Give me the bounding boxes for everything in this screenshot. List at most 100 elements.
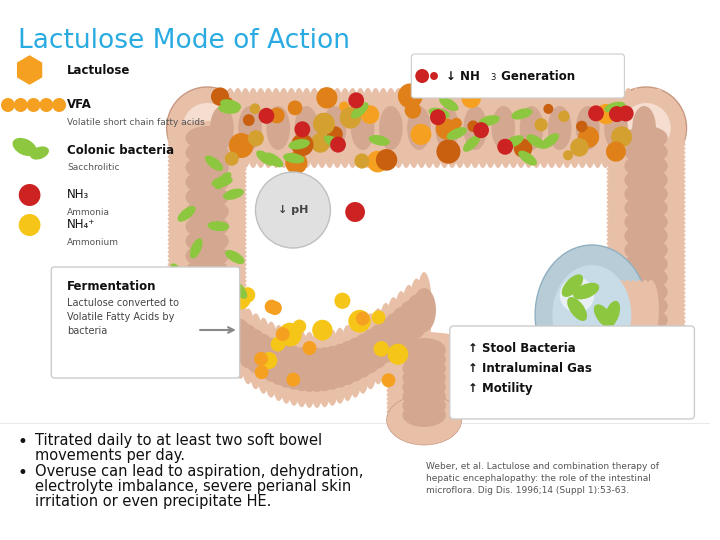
Ellipse shape bbox=[414, 88, 429, 168]
Circle shape bbox=[287, 373, 300, 387]
Circle shape bbox=[534, 118, 548, 131]
Ellipse shape bbox=[513, 88, 529, 168]
Ellipse shape bbox=[492, 106, 516, 150]
Ellipse shape bbox=[320, 346, 344, 390]
Ellipse shape bbox=[401, 285, 417, 361]
Ellipse shape bbox=[594, 305, 613, 328]
Ellipse shape bbox=[536, 88, 552, 168]
Circle shape bbox=[606, 141, 626, 161]
Ellipse shape bbox=[186, 273, 229, 298]
Ellipse shape bbox=[624, 126, 667, 150]
Text: 3: 3 bbox=[490, 73, 495, 82]
Ellipse shape bbox=[336, 341, 359, 385]
Circle shape bbox=[382, 373, 395, 387]
Ellipse shape bbox=[368, 88, 384, 168]
Ellipse shape bbox=[390, 307, 413, 351]
Ellipse shape bbox=[168, 216, 246, 230]
Ellipse shape bbox=[168, 295, 246, 309]
Ellipse shape bbox=[387, 374, 462, 390]
Ellipse shape bbox=[628, 88, 644, 168]
Ellipse shape bbox=[267, 341, 291, 385]
Circle shape bbox=[361, 105, 379, 124]
Ellipse shape bbox=[194, 272, 210, 348]
Ellipse shape bbox=[366, 325, 390, 368]
Ellipse shape bbox=[223, 188, 244, 200]
Ellipse shape bbox=[402, 375, 446, 399]
Ellipse shape bbox=[475, 88, 491, 168]
Ellipse shape bbox=[168, 237, 246, 251]
Text: VFA: VFA bbox=[67, 98, 92, 111]
Ellipse shape bbox=[168, 249, 246, 263]
Ellipse shape bbox=[168, 187, 246, 201]
Circle shape bbox=[261, 352, 277, 369]
Ellipse shape bbox=[613, 88, 629, 168]
Ellipse shape bbox=[351, 102, 369, 119]
Ellipse shape bbox=[171, 276, 192, 286]
Ellipse shape bbox=[607, 133, 685, 147]
Circle shape bbox=[570, 138, 588, 157]
Ellipse shape bbox=[325, 330, 341, 406]
Ellipse shape bbox=[429, 88, 445, 168]
Ellipse shape bbox=[387, 366, 462, 382]
Ellipse shape bbox=[526, 134, 546, 149]
Ellipse shape bbox=[619, 280, 635, 340]
Ellipse shape bbox=[360, 88, 376, 168]
Ellipse shape bbox=[604, 102, 626, 113]
Ellipse shape bbox=[402, 403, 446, 427]
Ellipse shape bbox=[387, 395, 462, 411]
Ellipse shape bbox=[552, 265, 631, 365]
Circle shape bbox=[596, 104, 616, 124]
Ellipse shape bbox=[168, 163, 246, 177]
Ellipse shape bbox=[624, 196, 667, 220]
Ellipse shape bbox=[387, 403, 462, 420]
Ellipse shape bbox=[190, 238, 202, 259]
Circle shape bbox=[398, 83, 423, 109]
Ellipse shape bbox=[444, 88, 460, 168]
Ellipse shape bbox=[463, 135, 480, 152]
Circle shape bbox=[317, 328, 329, 341]
Ellipse shape bbox=[359, 329, 382, 373]
Ellipse shape bbox=[168, 233, 246, 247]
Circle shape bbox=[576, 121, 588, 132]
Ellipse shape bbox=[387, 387, 462, 403]
Ellipse shape bbox=[624, 266, 667, 290]
Ellipse shape bbox=[387, 408, 462, 424]
Ellipse shape bbox=[607, 187, 685, 201]
Ellipse shape bbox=[387, 353, 462, 369]
Text: ↓ pH: ↓ pH bbox=[278, 205, 308, 215]
Ellipse shape bbox=[631, 280, 647, 340]
Circle shape bbox=[327, 126, 343, 143]
Ellipse shape bbox=[314, 88, 330, 168]
Ellipse shape bbox=[382, 313, 405, 357]
Ellipse shape bbox=[559, 278, 594, 313]
Ellipse shape bbox=[322, 88, 338, 168]
Text: Titrated daily to at least two soft bowel: Titrated daily to at least two soft bowe… bbox=[35, 433, 322, 448]
Ellipse shape bbox=[541, 133, 559, 149]
Ellipse shape bbox=[386, 297, 402, 373]
Ellipse shape bbox=[559, 88, 575, 168]
Ellipse shape bbox=[607, 158, 685, 172]
Ellipse shape bbox=[511, 108, 533, 119]
Ellipse shape bbox=[248, 313, 264, 389]
Text: Volatile short chain fatty acids: Volatile short chain fatty acids bbox=[67, 118, 204, 127]
Ellipse shape bbox=[218, 104, 240, 114]
Ellipse shape bbox=[607, 224, 685, 238]
Ellipse shape bbox=[198, 294, 222, 339]
Ellipse shape bbox=[286, 330, 302, 406]
Circle shape bbox=[215, 356, 233, 374]
Circle shape bbox=[339, 102, 349, 112]
Circle shape bbox=[19, 184, 40, 206]
Ellipse shape bbox=[602, 280, 618, 340]
Circle shape bbox=[279, 323, 302, 347]
Ellipse shape bbox=[261, 88, 276, 168]
Ellipse shape bbox=[289, 139, 310, 150]
Circle shape bbox=[240, 287, 256, 303]
Ellipse shape bbox=[393, 291, 409, 367]
Ellipse shape bbox=[264, 322, 279, 397]
Ellipse shape bbox=[607, 146, 685, 160]
Text: Lactulose Mode of Action: Lactulose Mode of Action bbox=[18, 28, 350, 54]
Ellipse shape bbox=[168, 154, 246, 168]
Ellipse shape bbox=[299, 88, 315, 168]
Ellipse shape bbox=[232, 281, 247, 299]
Ellipse shape bbox=[168, 129, 246, 143]
